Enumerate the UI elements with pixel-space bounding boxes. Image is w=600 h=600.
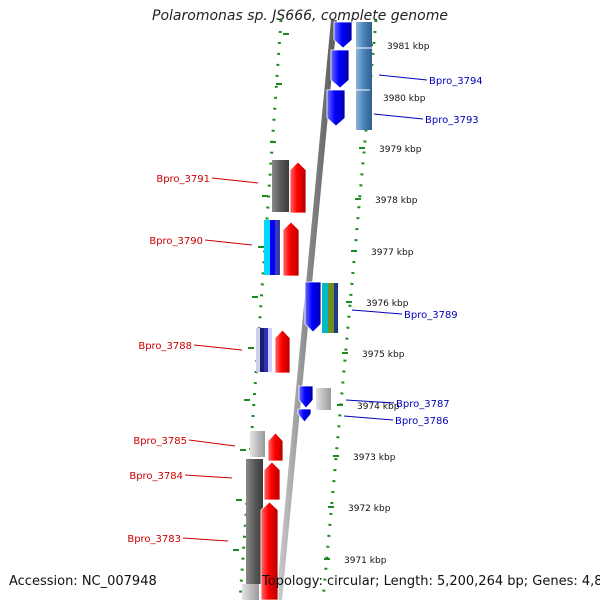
tick-label: 3979 kbp — [379, 145, 422, 155]
tick-label: 3977 kbp — [371, 248, 414, 258]
tick-label: 3981 kbp — [387, 42, 430, 52]
gene-label-plus[interactable]: Bpro_3790 — [149, 236, 203, 247]
gene-label-plus[interactable]: Bpro_3791 — [156, 174, 210, 185]
ruler-ticks: 3981 kbp 3980 kbp 3979 kbp 3978 kbp 3977 kbp… — [233, 33, 430, 566]
gene-arrow-minus — [298, 385, 314, 409]
tick-label: 3971 kbp — [344, 556, 387, 566]
callout-line-minus — [373, 113, 424, 120]
map-title: Polaromonas sp. JS666, complete genome — [152, 8, 448, 24]
gene-block-bpro-3785 — [250, 431, 265, 457]
callout-line-minus — [351, 309, 403, 315]
gene-block-bpro-3790 — [275, 220, 280, 275]
gene-arrow-minus — [326, 89, 346, 127]
gene-label-minus[interactable]: Bpro_3787 — [396, 399, 450, 410]
gene-arrow-minus — [304, 281, 322, 333]
gene-arrow-plus — [282, 221, 300, 277]
gene-label-plus[interactable]: Bpro_3784 — [129, 471, 183, 482]
gene-label-minus[interactable]: Bpro_3794 — [429, 76, 483, 87]
gene-block-bpro-3789 — [328, 283, 334, 333]
gene-label-plus[interactable]: Bpro_3788 — [138, 341, 192, 352]
tick-label: 3976 kbp — [366, 299, 409, 309]
gene-block-bpro-3788 — [268, 328, 272, 372]
gene-arrow-plus — [263, 461, 281, 501]
gene-arrow-plus — [289, 161, 307, 214]
tick-label: 3980 kbp — [383, 94, 426, 104]
gene-features — [242, 21, 372, 600]
callout-line-plus — [211, 177, 259, 184]
gene-label-minus[interactable]: Bpro_3789 — [404, 310, 458, 321]
tick-label: 3978 kbp — [375, 196, 418, 206]
callout-line-plus — [204, 239, 253, 246]
gene-callouts: Bpro_3791 Bpro_3790 Bpro_3788 Bpro_3785 Bpro… — [127, 74, 483, 545]
callout-line-plus — [193, 344, 243, 351]
gene-arrow-minus — [297, 408, 312, 423]
gene-block-bpro-3788 — [264, 328, 268, 372]
gene-arrow-plus — [267, 432, 284, 462]
callout-line-plus — [188, 439, 236, 447]
gene-label-plus[interactable]: Bpro_3785 — [133, 436, 187, 447]
gene-arrow-plus — [274, 329, 291, 374]
ruler-right-dotted — [321, 19, 378, 600]
gene-block-bpro-3789 — [322, 283, 328, 333]
callout-line-minus — [378, 74, 428, 81]
topology-text: Topology: circular; Length: 5,200,264 bp… — [262, 574, 600, 589]
gene-arrow-minus — [333, 21, 353, 49]
gene-arrow-plus — [260, 501, 279, 600]
gene-block-bpro-3788 — [260, 328, 264, 372]
tick-label: 3972 kbp — [348, 504, 391, 514]
gene-label-plus[interactable]: Bpro_3783 — [127, 534, 181, 545]
gene-block-bpro-3791 — [272, 160, 289, 212]
gene-block-bpro-3790 — [270, 220, 275, 275]
gene-block-lower — [242, 584, 259, 600]
gene-block-bpro-3788 — [256, 328, 260, 372]
callout-line-plus — [182, 537, 229, 542]
tick-label: 3975 kbp — [362, 350, 405, 360]
gene-block-bpro-3787 — [316, 388, 331, 410]
tick-label: 3974 kbp — [357, 402, 400, 412]
gene-label-minus[interactable]: Bpro_3793 — [425, 115, 479, 126]
gene-block-bpro-3790 — [264, 220, 270, 275]
callout-line-plus — [184, 474, 233, 479]
callout-line-minus — [345, 399, 395, 404]
gene-label-minus[interactable]: Bpro_3786 — [395, 416, 449, 427]
gene-arrow-minus — [330, 49, 350, 89]
accession-text: Accession: NC_007948 — [9, 574, 157, 589]
gene-block-bpro-3789 — [334, 283, 338, 333]
gene-block-bpro-3784 — [246, 459, 263, 584]
callout-line-minus — [343, 415, 394, 421]
gene-block-bpro-3794-3793 — [356, 22, 372, 130]
tick-label: 3973 kbp — [353, 453, 396, 463]
